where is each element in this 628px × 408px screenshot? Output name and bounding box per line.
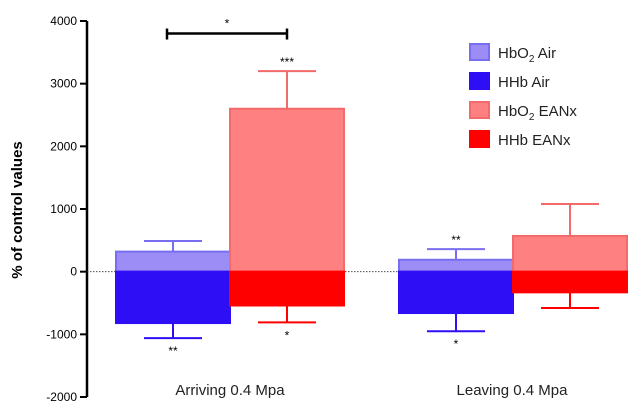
significance-label: **	[451, 233, 461, 247]
y-tick-label: 1000	[50, 202, 77, 216]
y-tick-label: -1000	[46, 327, 77, 341]
y-tick-label: -2000	[46, 390, 77, 404]
bar	[229, 107, 345, 273]
legend-swatch	[469, 101, 490, 119]
bar	[115, 250, 231, 273]
legend-label: HHb EANx	[498, 132, 571, 149]
x-category-label: Arriving 0.4 Mpa	[175, 382, 285, 399]
significance-label: *	[285, 328, 290, 342]
y-tick-label: 0	[70, 265, 77, 279]
bar	[115, 270, 231, 325]
significance-label: *	[454, 337, 459, 351]
bar	[512, 270, 628, 294]
y-tick-label: 2000	[50, 139, 77, 153]
bars	[115, 70, 628, 340]
x-category-label: Leaving 0.4 Mpa	[457, 382, 569, 399]
legend-swatch	[469, 130, 490, 148]
legend: HbO2 Air HHb Air HbO2 EANx HHb EANx	[469, 43, 577, 149]
legend-swatch	[469, 43, 490, 61]
legend-swatch	[469, 72, 490, 90]
axes: -2000 -1000 0 1000 2000 3000 4000	[46, 14, 626, 404]
bar	[398, 258, 514, 273]
y-tick-label: 3000	[50, 77, 77, 91]
significance-label: ***	[280, 55, 294, 69]
bracket-significance-label: *	[225, 17, 230, 31]
legend-label: HbO2 Air	[498, 45, 556, 65]
y-tick-label: 4000	[50, 14, 77, 28]
bar	[398, 270, 514, 315]
bar	[512, 234, 628, 273]
significance-label: **	[168, 344, 178, 358]
y-axis-title: % of control values	[9, 141, 26, 279]
bar	[229, 270, 345, 307]
annotations: **** ******Arriving 0.4 Mpa Leaving 0.4 Mp…	[165, 17, 569, 399]
legend-label: HHb Air	[498, 74, 550, 91]
legend-label: HbO2 EANx	[498, 103, 577, 123]
